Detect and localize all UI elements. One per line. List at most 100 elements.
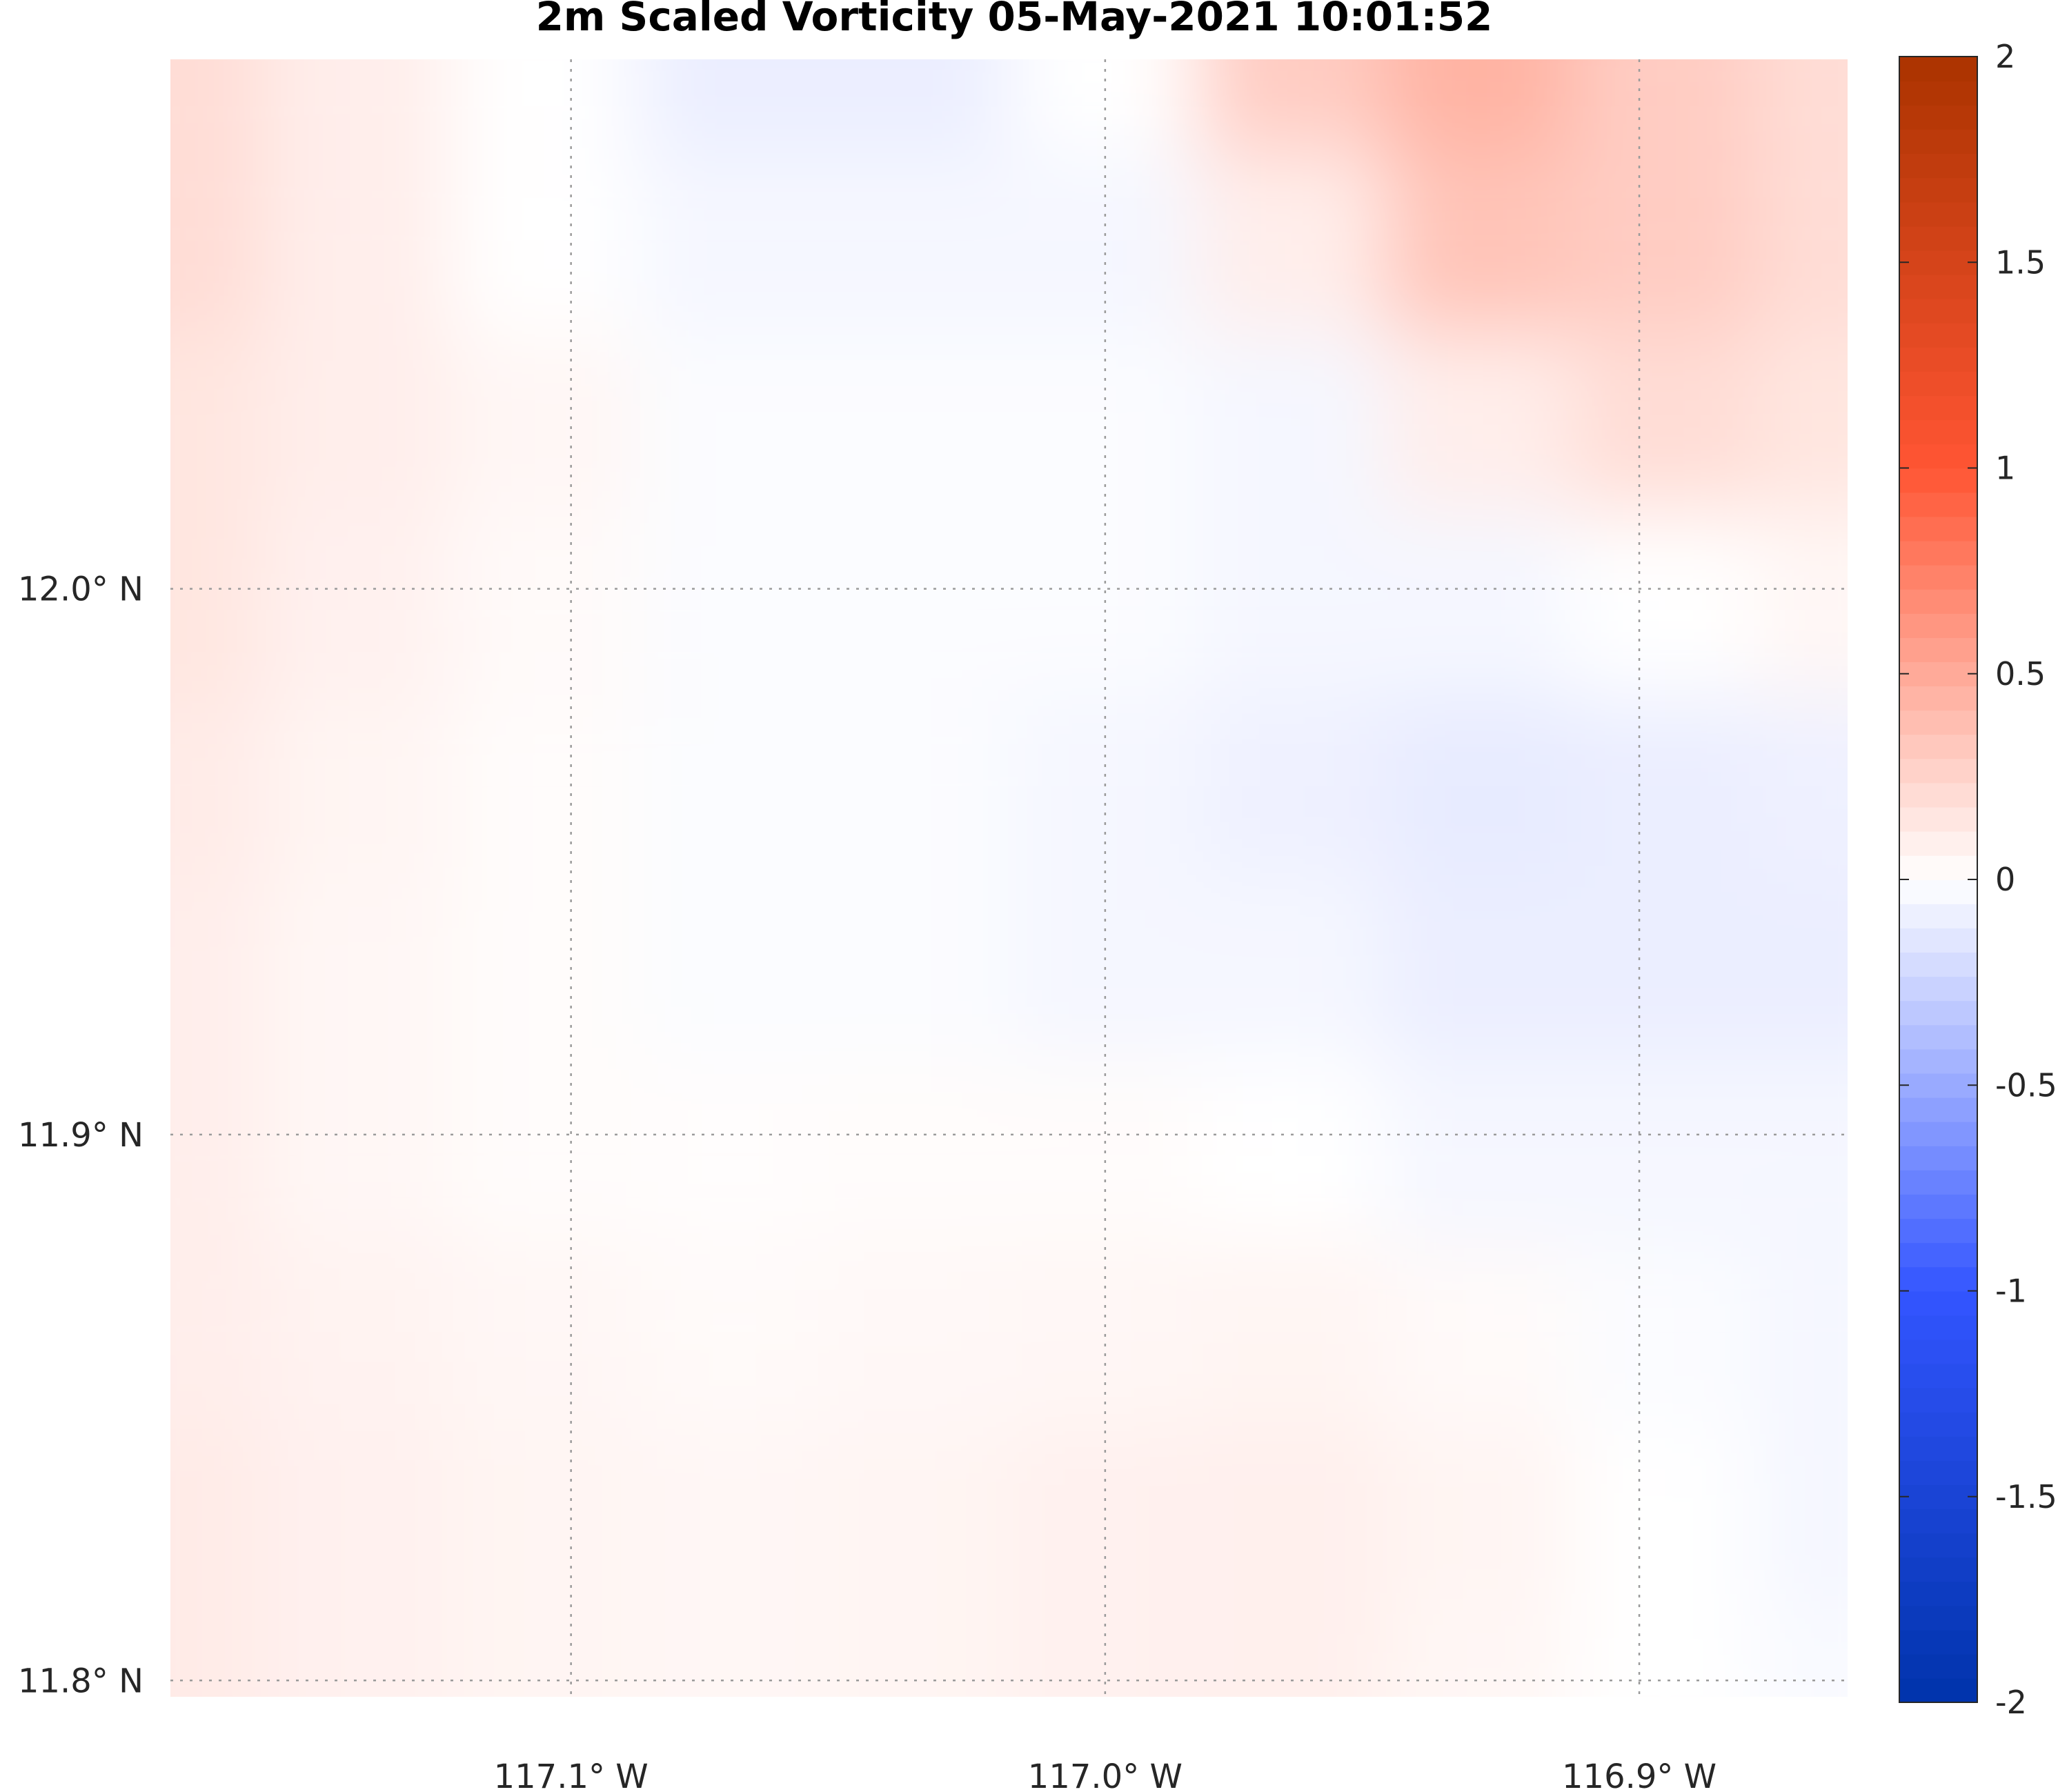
field-cell [262,1424,453,1609]
field-cell [449,59,639,152]
field-cell [449,512,639,698]
colorbar: 2 1.5 1 0.5 0 -0.5 -1 -1.5 -2 [1899,38,2057,1721]
field-cell [636,1424,826,1609]
field-cell [823,332,1013,518]
field-cell [1384,698,1574,884]
colorbar-band [1899,1605,1977,1631]
field-cell [1571,152,1761,337]
field-cell [262,1604,453,1697]
field-cell [636,1604,826,1697]
colorbar-band [1899,1677,1977,1703]
colorbar-band [1899,1291,1977,1316]
field-cell [1197,512,1387,698]
field-cell [636,512,826,698]
field-cell [636,59,826,152]
field-cell [1197,878,1387,1064]
colorbar-band [1899,758,1977,784]
colorbar-band [1899,952,1977,977]
field-cell [449,1424,639,1609]
field-cell [823,1424,1013,1609]
field-cell [1571,878,1761,1064]
field-cell [1752,1604,1848,1697]
field-cell [636,152,826,337]
field-cell [262,1244,453,1429]
colorbar-band [1899,540,1977,566]
field-cell [449,1604,639,1697]
field-cell [636,878,826,1064]
field-cell [449,698,639,884]
colorbar-tick-label: 2 [1995,38,2015,75]
colorbar-band [1899,564,1977,590]
colorbar-band [1899,637,1977,663]
field-cell [170,1424,266,1609]
field-cell [1571,1424,1761,1609]
colorbar-band [1899,1509,1977,1534]
colorbar-band [1899,1170,1977,1195]
field-cell [1010,1604,1200,1697]
colorbar-tick-label: 1.5 [1995,243,2046,281]
colorbar-band [1899,1411,1977,1437]
field-cell [823,878,1013,1064]
field-cell [1197,698,1387,884]
field-cell [1752,59,1848,152]
field-cell [1752,1424,1848,1609]
colorbar-band [1899,1024,1977,1050]
colorbar-band [1899,1629,1977,1655]
y-tick-label: 11.8° N [18,1662,144,1700]
field-cell [262,512,453,698]
field-cell [1571,1058,1761,1244]
colorbar-band [1899,1048,1977,1074]
field-cell [1197,1058,1387,1244]
field-cell [1384,512,1574,698]
colorbar-band [1899,830,1977,856]
field-cell [1384,1244,1574,1429]
field-cell [1571,1604,1761,1697]
colorbar-band [1899,226,1977,251]
field-cell [636,332,826,518]
colorbar-band [1899,1387,1977,1413]
field-cell [1384,1604,1574,1697]
colorbar-tick-label: -0.5 [1995,1066,2057,1104]
field-cell [449,152,639,337]
colorbar-band [1899,274,1977,299]
x-tick-label: 116.9° W [1562,1758,1716,1792]
colorbar-band [1899,686,1977,711]
field-cell [1384,152,1574,337]
field-cell [1571,59,1761,152]
colorbar-band [1899,298,1977,323]
field-cell [449,1058,639,1244]
colorbar-band [1899,1581,1977,1606]
grid-lines [170,59,1848,1697]
colorbar-tick-label: 0 [1995,861,2015,898]
colorbar-band [1899,976,1977,1002]
field-cell [1752,878,1848,1064]
colorbar-band [1899,1436,1977,1461]
field-cell [1752,332,1848,518]
colorbar-band [1899,1121,1977,1146]
x-tick-label: 117.0° W [1028,1758,1183,1792]
y-tick-label: 12.0° N [18,570,144,609]
colorbar-band [1899,1460,1977,1486]
colorbar-band [1899,347,1977,372]
field-cell [823,1244,1013,1429]
field-cell [823,59,1013,152]
field-cell [1384,1424,1574,1609]
field-cell [1384,1058,1574,1244]
field-cell [1197,152,1387,337]
colorbar-band [1899,1339,1977,1364]
field-cell [1197,332,1387,518]
colorbar-band [1899,613,1977,638]
y-tick-label: 11.9° N [18,1116,144,1155]
colorbar-band [1899,201,1977,227]
colorbar-band [1899,661,1977,687]
colorbar-band [1899,782,1977,808]
field-cell [262,698,453,884]
colorbar-band [1899,1073,1977,1098]
field-cell [262,878,453,1064]
field-cell [1752,698,1848,884]
colorbar-band [1899,444,1977,469]
field-cell [1752,512,1848,698]
field-cell [823,1604,1013,1697]
colorbar-bands [1899,57,1977,1703]
